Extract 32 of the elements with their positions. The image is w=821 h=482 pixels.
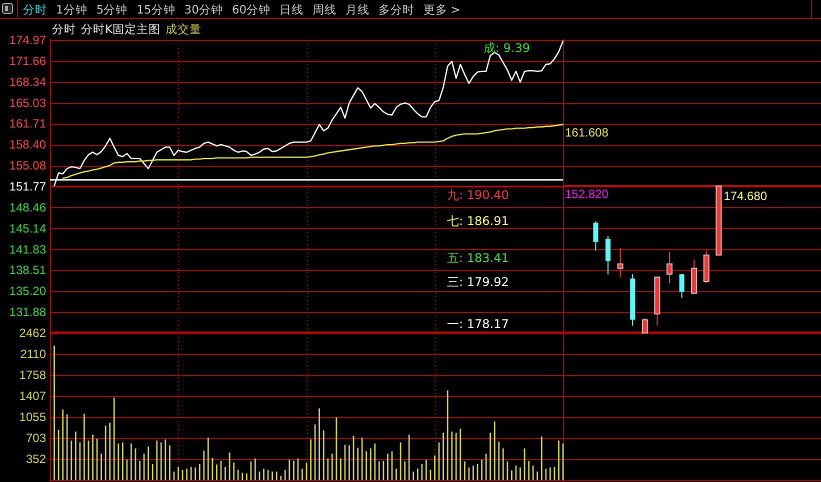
y-tick-label: 135.20 bbox=[9, 284, 46, 298]
y-tick-label: 138.51 bbox=[9, 263, 46, 278]
y-tick-label: 703 bbox=[26, 431, 46, 446]
y-tick-label: 168.34 bbox=[9, 74, 46, 89]
y-tick-label: 158.40 bbox=[9, 138, 46, 152]
y-tick-label: 148.46 bbox=[9, 200, 46, 214]
y-tick-label: 131.88 bbox=[9, 305, 46, 320]
annotation: 九: 190.40 bbox=[447, 188, 509, 202]
annotation: 七: 186.91 bbox=[447, 214, 509, 228]
y-tick-label: 155.08 bbox=[9, 158, 46, 173]
annotation: 五: 183.41 bbox=[447, 251, 509, 265]
y-tick-label: 2462 bbox=[19, 326, 46, 340]
y-tick-label: 352 bbox=[26, 452, 46, 466]
y-tick-label: 141.83 bbox=[9, 242, 46, 256]
y-tick-label: 1758 bbox=[19, 368, 46, 382]
y-tick-label: 151.77 bbox=[9, 180, 46, 194]
y-tick-label: 2110 bbox=[20, 347, 46, 362]
y-tick-label: 145.14 bbox=[9, 221, 46, 236]
annotation: 三: 179.92 bbox=[447, 275, 509, 289]
ref-line-label: 152.820 bbox=[565, 186, 609, 201]
y-tick-label: 171.66 bbox=[9, 54, 46, 68]
text: 分时 1分钟 5分钟 15分钟 30分钟 60分钟 日线 周线 月线 多分时 更多 > bbox=[23, 2, 460, 16]
y-tick-label: 1407 bbox=[19, 388, 46, 403]
chart-title: 分时 分时K固定主图 成交量 bbox=[52, 22, 202, 36]
y-tick-label: 1055 bbox=[19, 410, 46, 424]
y-tick-label: 165.03 bbox=[9, 96, 46, 110]
y-tick-label: 174.97 bbox=[9, 33, 46, 47]
annotation: 成: 9.39 bbox=[483, 41, 530, 55]
annotation: 一: 178.17 bbox=[447, 317, 509, 331]
annotation: 174.680 bbox=[724, 189, 768, 203]
annotation: 161.608 bbox=[565, 125, 608, 140]
y-tick-label: 161.71 bbox=[9, 116, 46, 131]
